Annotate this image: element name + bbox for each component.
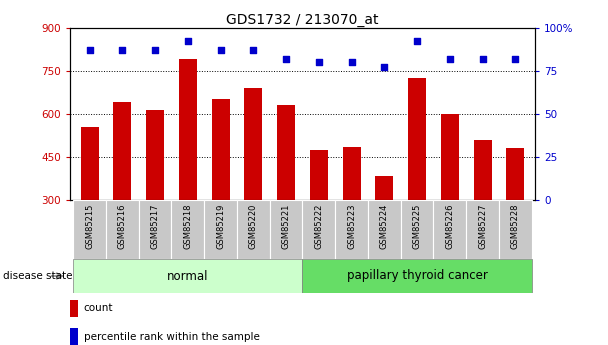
Bar bbox=[244, 88, 263, 200]
Text: GSM85221: GSM85221 bbox=[282, 204, 291, 249]
Point bbox=[412, 39, 422, 44]
Point bbox=[216, 47, 226, 53]
Bar bbox=[302, 259, 532, 293]
Text: GSM85222: GSM85222 bbox=[314, 204, 323, 249]
Bar bbox=[434, 200, 466, 259]
Point bbox=[445, 56, 455, 61]
Text: GSM85217: GSM85217 bbox=[151, 204, 159, 249]
Bar bbox=[368, 200, 401, 259]
Text: disease state: disease state bbox=[3, 271, 72, 281]
Text: percentile rank within the sample: percentile rank within the sample bbox=[84, 332, 260, 342]
Bar bbox=[474, 140, 492, 200]
Bar bbox=[146, 109, 164, 200]
Bar bbox=[375, 176, 393, 200]
Text: GSM85228: GSM85228 bbox=[511, 204, 520, 249]
Point bbox=[511, 56, 520, 61]
Bar bbox=[335, 200, 368, 259]
Text: papillary thyroid cancer: papillary thyroid cancer bbox=[347, 269, 488, 283]
Text: GSM85216: GSM85216 bbox=[118, 204, 127, 249]
Bar bbox=[270, 200, 303, 259]
Bar bbox=[179, 59, 197, 200]
Point bbox=[117, 47, 127, 53]
Bar bbox=[139, 200, 171, 259]
Bar bbox=[73, 200, 106, 259]
Point bbox=[249, 47, 258, 53]
Text: GSM85215: GSM85215 bbox=[85, 204, 94, 249]
Title: GDS1732 / 213070_at: GDS1732 / 213070_at bbox=[226, 12, 379, 27]
Bar bbox=[499, 200, 532, 259]
Bar bbox=[81, 127, 98, 200]
Text: GSM85220: GSM85220 bbox=[249, 204, 258, 249]
Bar bbox=[401, 200, 434, 259]
Bar bbox=[113, 102, 131, 200]
Text: GSM85219: GSM85219 bbox=[216, 204, 225, 249]
Bar bbox=[277, 105, 295, 200]
Bar bbox=[212, 99, 230, 200]
Bar bbox=[73, 259, 302, 293]
Text: GSM85226: GSM85226 bbox=[446, 204, 454, 249]
Text: GSM85223: GSM85223 bbox=[347, 204, 356, 249]
Text: count: count bbox=[84, 304, 113, 314]
Point bbox=[478, 56, 488, 61]
Text: GSM85218: GSM85218 bbox=[184, 204, 192, 249]
Bar bbox=[441, 114, 459, 200]
Bar bbox=[70, 328, 78, 345]
Point bbox=[314, 59, 323, 65]
Point bbox=[347, 59, 356, 65]
Bar bbox=[408, 78, 426, 200]
Point bbox=[85, 47, 94, 53]
Bar bbox=[506, 148, 524, 200]
Point bbox=[150, 47, 160, 53]
Bar bbox=[70, 300, 78, 317]
Text: GSM85227: GSM85227 bbox=[478, 204, 487, 249]
Bar bbox=[106, 200, 139, 259]
Bar bbox=[342, 147, 361, 200]
Bar bbox=[310, 150, 328, 200]
Bar bbox=[466, 200, 499, 259]
Point bbox=[379, 65, 389, 70]
Text: normal: normal bbox=[167, 269, 209, 283]
Text: GSM85224: GSM85224 bbox=[380, 204, 389, 249]
Bar bbox=[204, 200, 237, 259]
Bar bbox=[171, 200, 204, 259]
Text: GSM85225: GSM85225 bbox=[413, 204, 421, 249]
Bar bbox=[302, 200, 335, 259]
Point bbox=[282, 56, 291, 61]
Point bbox=[183, 39, 193, 44]
Bar bbox=[237, 200, 270, 259]
